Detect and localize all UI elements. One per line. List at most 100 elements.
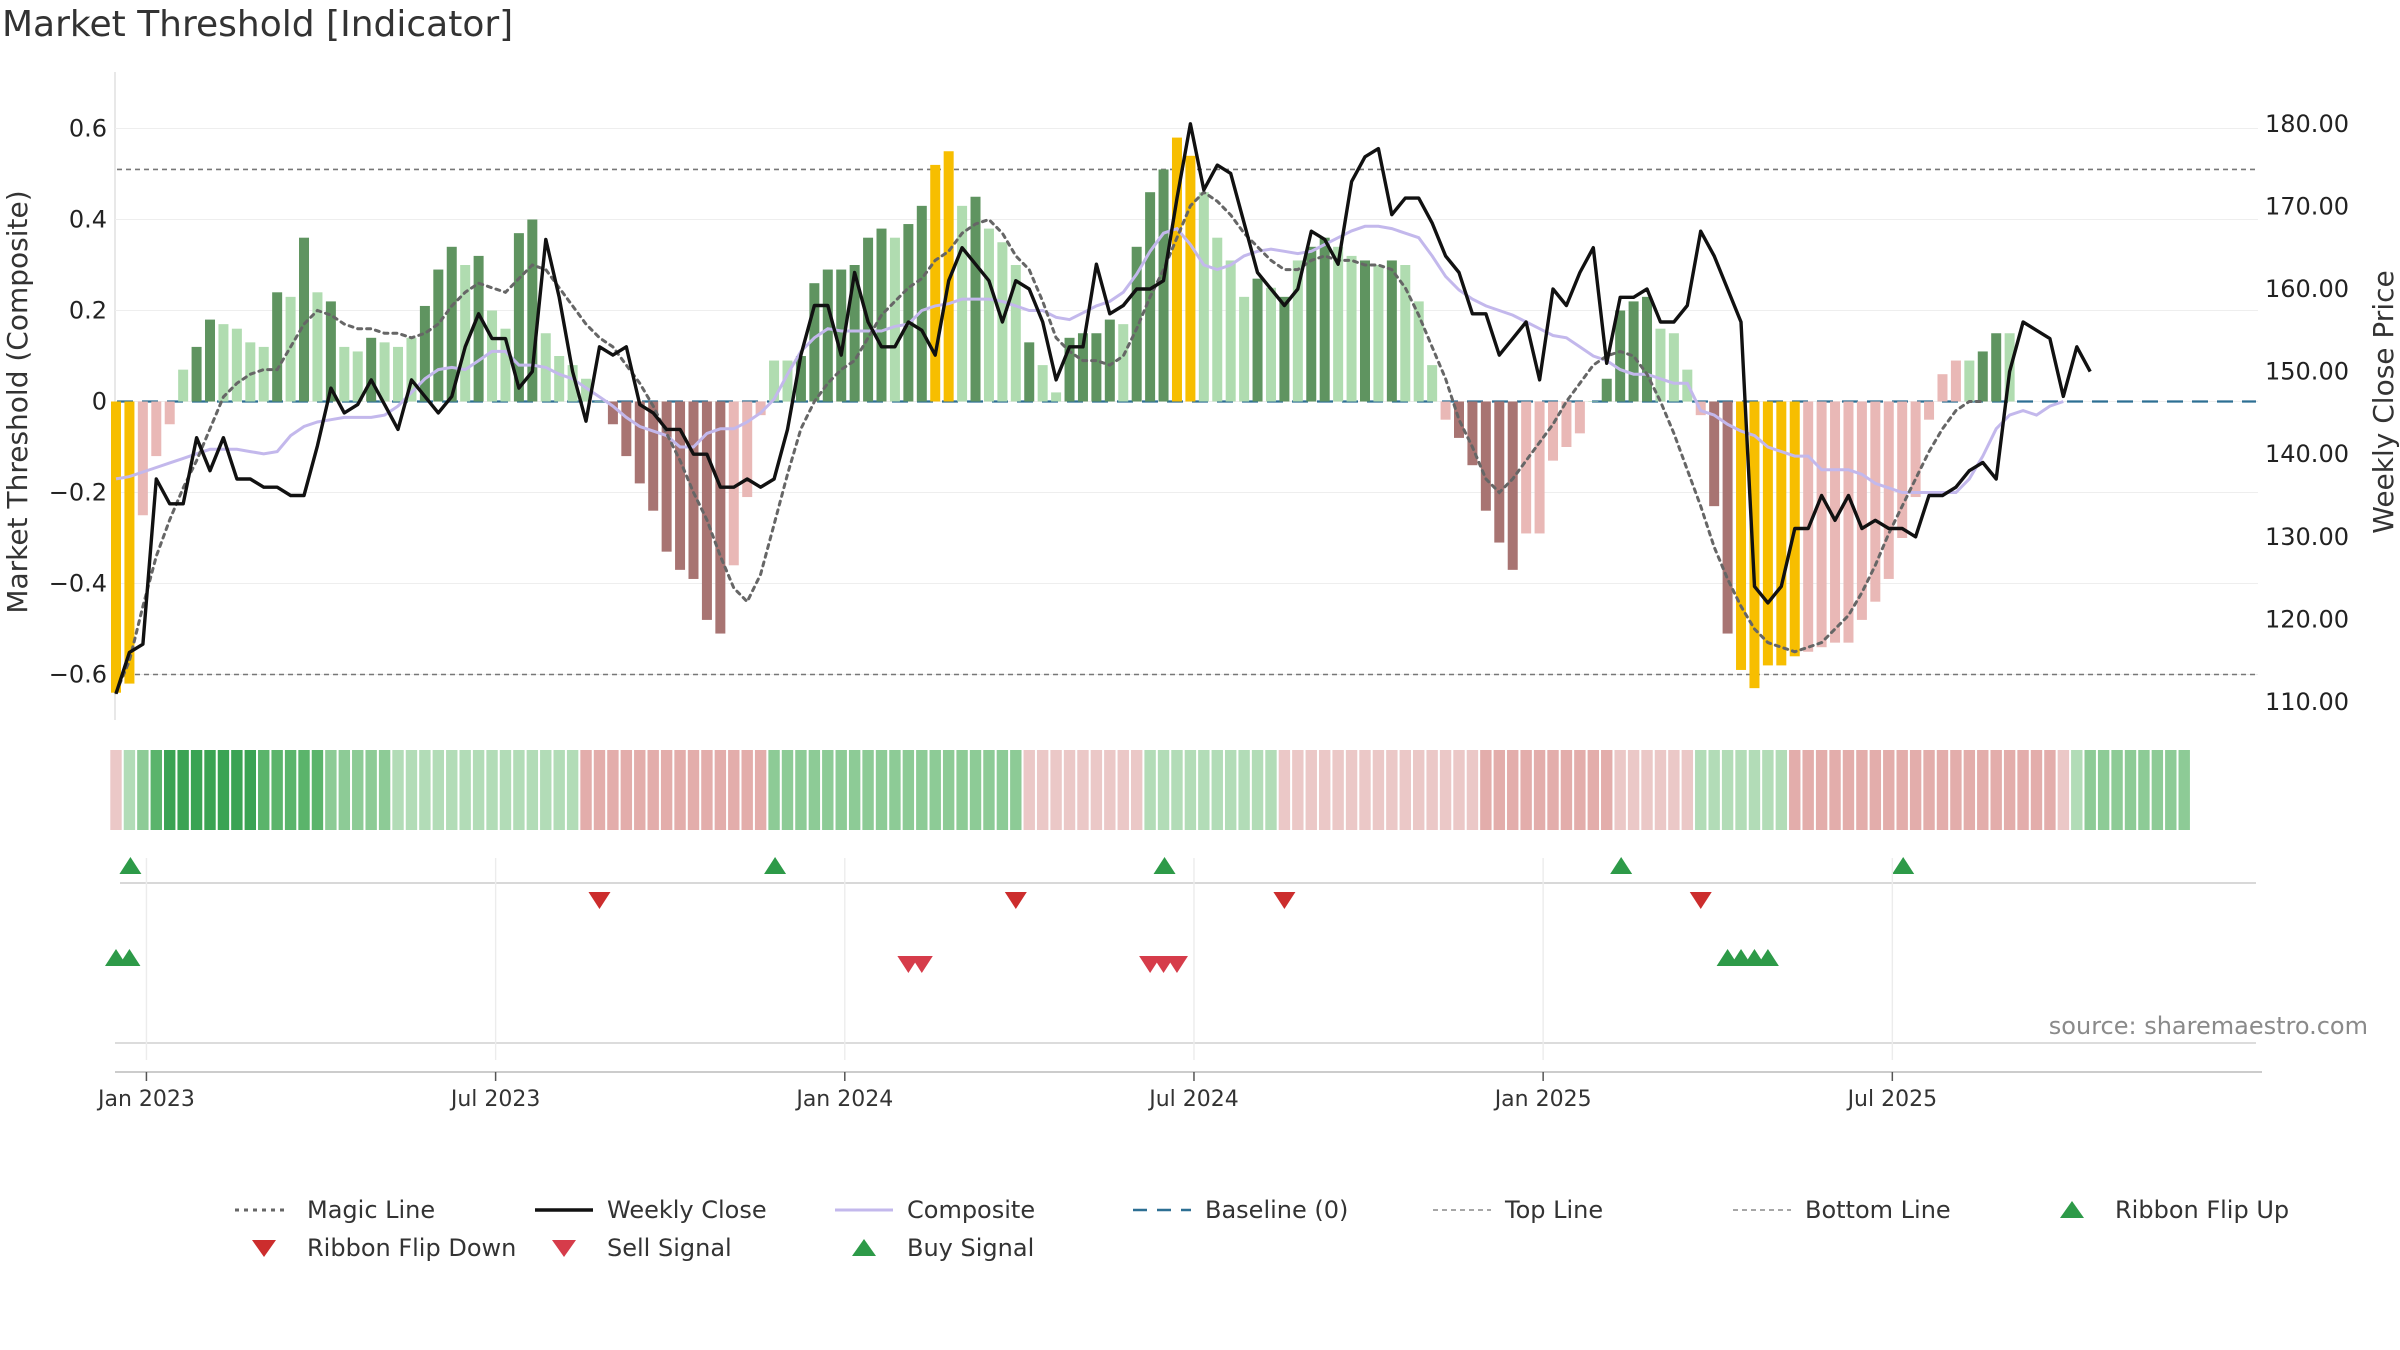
ribbon-cell (1775, 750, 1788, 830)
composite-bar (446, 246, 457, 402)
composite-bar (1601, 378, 1612, 402)
ribbon-cell (1117, 750, 1129, 830)
composite-bar (1856, 401, 1867, 620)
ribbon-cell (1305, 750, 1317, 830)
ribbon-cell (123, 750, 136, 830)
ribbon-cell (1668, 750, 1680, 830)
ribbon-flip-up-marker (1610, 857, 1633, 874)
composite-bar (1494, 401, 1505, 543)
composite-bar (742, 401, 753, 498)
ribbon-cell (2084, 750, 2096, 830)
ribbon-cell (298, 750, 310, 830)
ribbon-cell (1883, 750, 1895, 830)
ribbon-cell (553, 750, 565, 830)
composite-bar (1118, 324, 1129, 402)
legend-label: Ribbon Flip Up (2115, 1196, 2289, 1224)
y2-tick-label: 180.00 (2265, 110, 2349, 138)
ribbon-cell (969, 750, 982, 830)
legend-swatch (552, 1240, 576, 1257)
composite-bar (1467, 401, 1478, 466)
composite-bar (701, 401, 712, 620)
magic-line (114, 190, 1985, 695)
composite-bar (1924, 401, 1935, 420)
ribbon-cell (432, 750, 445, 830)
composite-bar (1548, 401, 1559, 461)
y2-tick-label: 110.00 (2265, 688, 2349, 716)
ribbon-cell (1036, 750, 1049, 830)
ribbon-cell (2178, 750, 2190, 830)
composite-bar (1991, 333, 2002, 402)
legend: Magic Line Weekly Close Composite Baseline … (235, 1196, 2289, 1262)
composite-bar (1668, 333, 1679, 402)
composite-bar (352, 351, 363, 402)
y-tick-label: −0.2 (49, 479, 107, 507)
y2-tick-label: 130.00 (2265, 523, 2349, 551)
ribbon-cell (2138, 750, 2150, 830)
ribbon-cell (1695, 750, 1707, 830)
composite-bar (782, 360, 793, 402)
composite-bar (487, 310, 498, 402)
composite-bar (1736, 401, 1747, 670)
ribbon-cell (1439, 750, 1452, 830)
ribbon-cell (754, 750, 767, 830)
composite-bar (661, 401, 672, 552)
composite-bar (1615, 310, 1626, 402)
date-tick-label: Jul 2025 (1846, 1087, 1938, 1112)
legend-swatch (852, 1239, 876, 1256)
ribbon-cell (674, 750, 686, 830)
date-axis: Jan 2023 Jul 2023 Jan 2024 Jul 2024 Jan 2025… (96, 858, 1937, 1112)
ribbon-cell (1587, 750, 1599, 830)
legend-label: Magic Line (307, 1196, 435, 1224)
composite-bar (1655, 328, 1666, 402)
ribbon-cell (916, 750, 928, 830)
ribbon-cell (1104, 750, 1116, 830)
ribbon-strip (110, 750, 2190, 830)
ribbon-cell (1238, 750, 1250, 830)
ribbon-cell (150, 750, 162, 830)
ribbon-cell (1251, 750, 1264, 830)
composite-bar (1507, 401, 1518, 570)
composite-bar (1830, 401, 1841, 643)
ribbon-cell (1198, 750, 1210, 830)
ribbon-cell (1762, 750, 1774, 830)
composite-bar (1816, 401, 1827, 648)
composite-bar (1762, 401, 1773, 666)
composite-bar (1454, 401, 1464, 438)
ribbon-cell (1990, 750, 2002, 830)
composite-bar (1776, 401, 1787, 666)
ribbon-cell (325, 750, 337, 830)
composite-bar (379, 342, 390, 402)
composite-bar (755, 401, 766, 416)
ribbon-flip-up-marker (1153, 857, 1176, 874)
legend-item: Baseline (0) (1133, 1196, 1348, 1224)
ribbon-cell (996, 750, 1009, 830)
ribbon-cell (1090, 750, 1103, 830)
ribbon-flip-down-marker (1004, 892, 1027, 909)
ribbon-cell (822, 750, 834, 830)
legend-item: Magic Line (235, 1196, 435, 1224)
ribbon-cell (620, 750, 633, 830)
ribbon-cell (1063, 750, 1076, 830)
ribbon-cell (137, 750, 149, 830)
y2-tick-label: 120.00 (2265, 605, 2349, 633)
date-tick-label: Jan 2025 (1493, 1087, 1592, 1112)
ribbon-cell (593, 750, 606, 830)
legend-label: Baseline (0) (1205, 1196, 1348, 1224)
composite-bar (1413, 301, 1424, 402)
composite-bar (473, 255, 484, 402)
ribbon-cell (1265, 750, 1277, 830)
ribbon-cell (1426, 750, 1438, 830)
composite-bar (1977, 351, 1988, 402)
ribbon-cell (1144, 750, 1156, 830)
composite-bar (1359, 260, 1370, 402)
composite-bar (1910, 401, 1921, 498)
composite-bar (849, 265, 860, 402)
composite-bar (1346, 255, 1357, 402)
ribbon-flip-up-marker (764, 857, 787, 874)
composite-bar (1373, 265, 1384, 402)
composite-bar (1400, 265, 1411, 402)
ribbon-cell (365, 750, 377, 830)
ribbon-cell (1493, 750, 1505, 830)
ribbon-cell (352, 750, 364, 830)
y-tick-label: 0.2 (69, 297, 107, 325)
